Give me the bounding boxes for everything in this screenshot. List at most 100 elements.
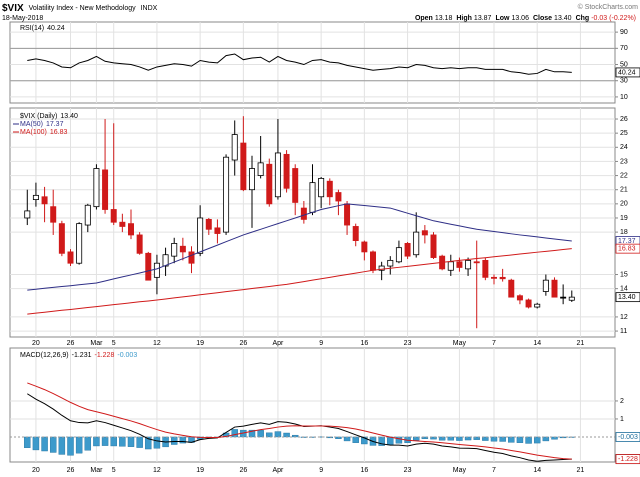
candle-body (257, 162, 264, 176)
histogram-bar (456, 436, 463, 441)
x-tick-label: 14 (533, 340, 541, 347)
candle-body (102, 169, 109, 210)
x-tick-label: 14 (533, 467, 541, 474)
legend-name: MACD(12,26,9) (20, 352, 69, 359)
candle-body (240, 142, 247, 191)
quote: Open 13.18 High 13.87 Low 13.06 Close 13.40 Chg -… (415, 15, 636, 22)
value-box-label: 17.37 (618, 238, 636, 245)
y-tick-label: 12 (620, 314, 628, 321)
candle-body (119, 221, 126, 227)
indicator-line (27, 53, 572, 75)
legend-value: -1.231 (72, 352, 92, 359)
x-tick-label: 26 (67, 340, 75, 347)
x-tick-label: 12 (153, 467, 161, 474)
histogram-bar (153, 436, 161, 449)
histogram-bar (32, 436, 40, 451)
value-box (615, 243, 640, 254)
moving-average-line (27, 248, 572, 315)
histogram-bar (127, 436, 135, 447)
x-tick-label: 26 (239, 467, 247, 474)
y-tick-label: 10 (620, 94, 628, 101)
candle-body (525, 299, 532, 308)
histogram-bar (101, 436, 109, 446)
value-box (615, 292, 640, 303)
y-tick-label: 19 (620, 215, 628, 222)
legend: MA(100) 16.83 (20, 129, 67, 136)
candle-body (413, 231, 420, 256)
candle-body (534, 303, 541, 308)
x-tick-label: 26 (239, 340, 247, 347)
candle-body (50, 206, 57, 223)
candle-body (58, 223, 65, 254)
candle-body (551, 279, 558, 298)
candle-body (179, 245, 186, 253)
candle-body (223, 156, 230, 233)
candle-body (395, 247, 402, 263)
legend-name: MA(50) (20, 121, 43, 128)
quote-value: 13.18 (435, 15, 453, 22)
histogram-bar (412, 436, 420, 441)
candle-body (473, 261, 480, 264)
candle-body (266, 163, 273, 205)
y-tick-label: 18 (620, 229, 628, 236)
legend: RSI(14) 40.24 (20, 25, 65, 32)
instrument-name: Volatility Index - New Methodology (29, 5, 136, 12)
candle-body (352, 226, 359, 241)
candle-body (93, 168, 100, 208)
x-tick-label: 21 (577, 467, 585, 474)
candle-body (171, 243, 178, 257)
candle-body (318, 177, 325, 198)
x-tick-label: 12 (153, 340, 161, 347)
candle-body (430, 234, 437, 258)
candle-body (508, 279, 515, 298)
y-tick-label: 14 (620, 285, 628, 292)
candle-body (136, 234, 143, 254)
candle-body (188, 251, 195, 264)
legend-value: 13.40 (60, 113, 78, 120)
x-tick-label: 5 (112, 467, 116, 474)
candle-body (491, 276, 497, 279)
y-tick-label: 24 (620, 144, 628, 151)
candle-body (128, 223, 134, 236)
x-tick-label: Mar (90, 340, 103, 347)
x-tick-label: 7 (492, 340, 496, 347)
histogram-bar (266, 432, 273, 438)
histogram-bar (343, 436, 351, 442)
candle-body (205, 218, 212, 230)
candle-body (370, 251, 376, 271)
y-tick-label: 20 (620, 201, 628, 208)
x-tick-label: Mar (90, 467, 103, 474)
y-tick-label: 2 (620, 398, 624, 405)
candle-body (67, 251, 74, 264)
candle-body (76, 223, 83, 264)
legend-value: 40.24 (47, 25, 65, 32)
histogram-bar (145, 436, 152, 450)
candle-body (300, 207, 307, 220)
histogram-bar (257, 430, 264, 438)
candle-body (145, 252, 152, 281)
candle-body (482, 259, 489, 278)
x-tick-label: Apr (272, 467, 284, 474)
y-tick-label: 1 (620, 416, 624, 423)
quote-label: Chg (576, 15, 590, 22)
x-tick-label: 7 (492, 467, 496, 474)
x-tick-label: 20 (32, 340, 40, 347)
legend-name: MA(100) (20, 129, 47, 136)
x-tick-label: May (453, 467, 467, 474)
histogram-bar (24, 436, 31, 448)
date: 18-May-2018 (2, 15, 43, 22)
candle-body (326, 180, 333, 198)
quote-value: 13.87 (474, 15, 492, 22)
candle-body (231, 134, 238, 161)
candle-body (32, 194, 39, 200)
histogram-bar (84, 436, 92, 451)
candle-body (110, 209, 117, 223)
x-tick-label: 9 (319, 340, 323, 347)
value-box (615, 432, 640, 442)
quote-value: -0.03 (591, 15, 607, 22)
y-tick-label: 70 (620, 45, 628, 52)
quote-label: High (456, 15, 472, 22)
candle-body (84, 204, 91, 226)
histogram-bar (421, 436, 429, 439)
